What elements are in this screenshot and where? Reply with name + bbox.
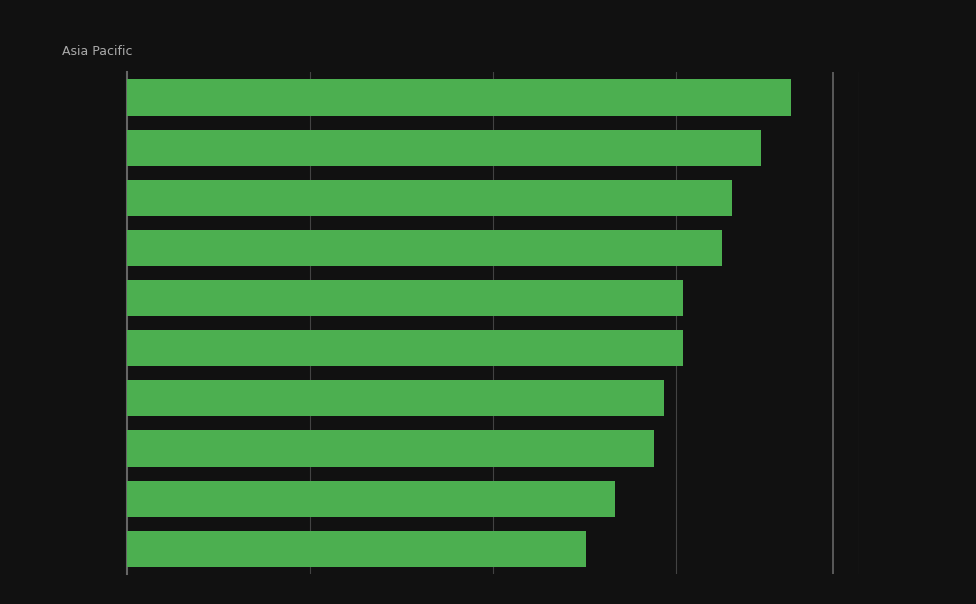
Bar: [127, 381, 664, 416]
Bar: [127, 130, 761, 165]
Bar: [127, 180, 732, 216]
Bar: [127, 531, 586, 567]
Bar: [127, 481, 615, 516]
Bar: [127, 80, 791, 115]
Bar: [127, 230, 722, 266]
Bar: [127, 431, 654, 466]
Text: Asia Pacific: Asia Pacific: [62, 45, 133, 58]
Bar: [127, 330, 683, 366]
Bar: [127, 280, 683, 316]
